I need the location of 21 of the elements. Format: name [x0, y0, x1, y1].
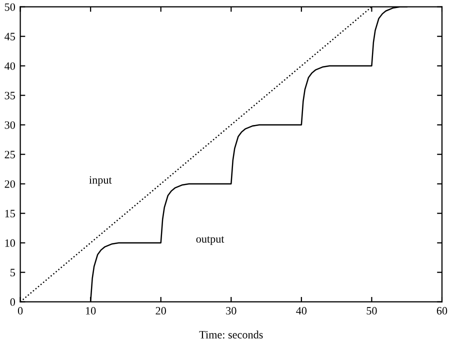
x-tick-label: 20: [156, 307, 166, 315]
y-tick-label: 40: [4, 62, 16, 70]
y-tick-label: 35: [4, 92, 15, 100]
x-axis-title: Time: seconds: [199, 330, 263, 339]
y-tick-label: 0: [10, 298, 16, 306]
annotation: input: [89, 176, 112, 186]
x-tick-label: 30: [226, 307, 236, 315]
y-tick-label: 20: [4, 180, 16, 188]
x-tick-label: 40: [296, 307, 307, 315]
x-tick-label: 10: [86, 307, 96, 315]
x-tick-label: 50: [366, 307, 377, 315]
y-tick-label: 45: [4, 32, 15, 40]
x-tick-label: 0: [18, 307, 23, 315]
y-tick-label: 25: [4, 150, 15, 158]
y-tick-label: 5: [10, 268, 15, 276]
y-tick-label: 15: [5, 210, 15, 218]
annotation: output: [196, 236, 224, 245]
x-tick-label: 60: [436, 307, 448, 315]
y-tick-label: 10: [5, 239, 16, 247]
y-tick-label: 50: [4, 3, 16, 11]
y-tick-label: 30: [4, 121, 16, 129]
